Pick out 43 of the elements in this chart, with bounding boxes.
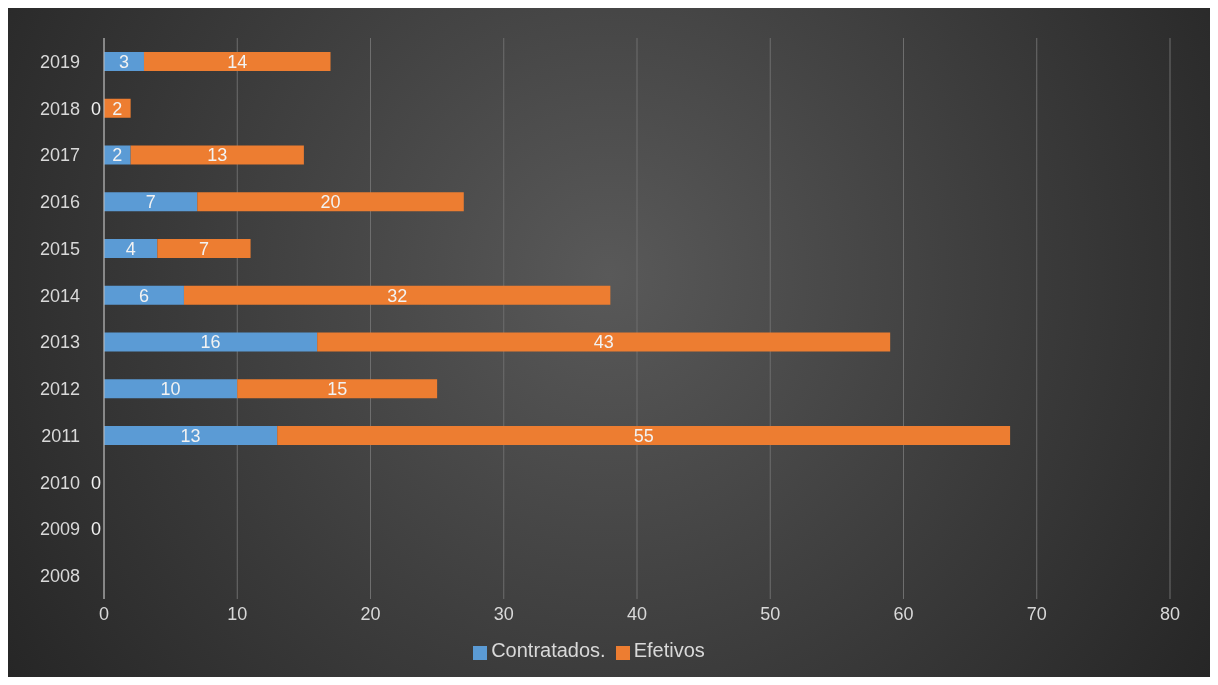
data-label: 0 [90,519,101,540]
y-tick-label: 2019 [39,51,80,72]
data-label: 10 [160,379,181,400]
data-label: 3 [118,51,129,72]
data-label: 32 [387,285,408,306]
x-tick-label: 30 [493,603,514,624]
data-label: 0 [90,472,101,493]
data-label: 2 [112,145,123,166]
y-tick-label: 2016 [39,192,80,213]
y-tick-label: 2013 [39,332,80,353]
data-label: 16 [200,332,221,353]
x-tick-label: 60 [893,603,914,624]
data-label: 2 [112,98,123,119]
data-label: 20 [320,192,341,213]
data-label: 43 [593,332,614,353]
data-label: 6 [138,285,149,306]
data-label: 4 [125,238,136,259]
y-tick-label: 2008 [39,566,80,587]
data-label: 13 [207,145,228,166]
x-tick-label: 80 [1159,603,1181,624]
data-label: 13 [180,425,201,446]
y-tick-label: 2011 [41,425,80,446]
data-label: 7 [198,238,209,259]
data-label: 15 [327,379,348,400]
data-label: 7 [145,192,156,213]
data-label: 55 [633,425,654,446]
data-label: 14 [227,51,248,72]
y-tick-label: 2015 [39,238,80,259]
y-tick-label: 2014 [39,285,80,306]
legend-label: Contratados. [491,639,606,661]
x-tick-label: 40 [626,603,648,624]
y-tick-label: 2017 [39,145,80,166]
y-tick-label: 2009 [39,519,80,540]
y-tick-label: 2018 [39,98,80,119]
x-tick-label: 10 [227,603,248,624]
data-label: 0 [90,98,101,119]
x-tick-label: 20 [360,603,381,624]
x-tick-label: 0 [98,603,110,624]
y-tick-label: 2012 [39,379,80,400]
x-tick-label: 70 [1026,603,1047,624]
legend-label: Efetivos [633,639,705,661]
y-tick-label: 2010 [39,472,80,493]
x-tick-label: 50 [760,603,781,624]
